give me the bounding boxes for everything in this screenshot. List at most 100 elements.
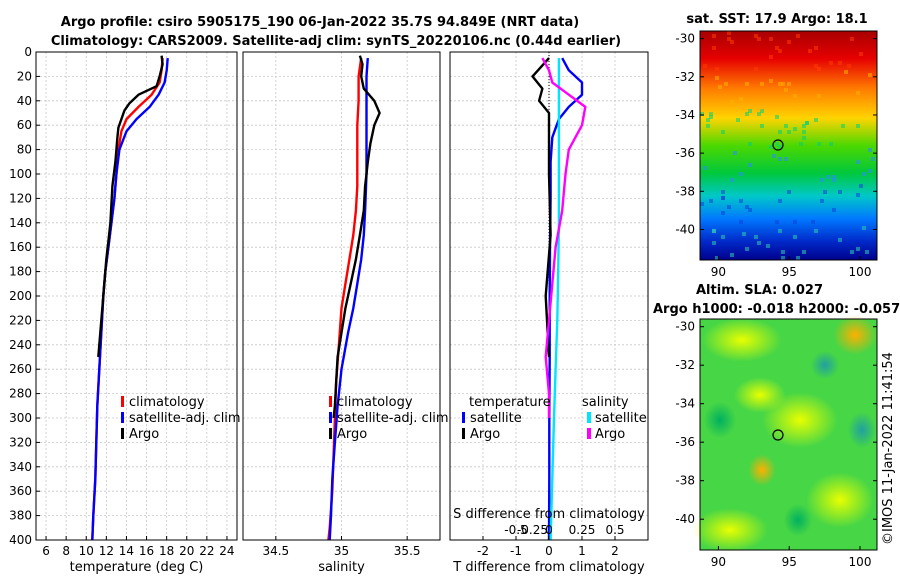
sla-high-anomaly [748, 454, 776, 486]
y-tick-label: 100 [9, 167, 32, 181]
legend-title-temperature: temperature [469, 395, 551, 410]
sst-pixel [814, 229, 818, 233]
sst-pixel [796, 34, 800, 38]
x-tick-label: 16 [139, 544, 154, 558]
sst-pixel [784, 88, 788, 92]
sla-high-anomaly [833, 315, 877, 355]
sst-pixel [778, 82, 782, 86]
sst-pixel [847, 64, 851, 68]
x-tick-label: 35.5 [394, 544, 421, 558]
sst-pixel [862, 226, 866, 230]
sst-pixel [856, 91, 860, 95]
y-tick-label: 40 [17, 94, 32, 108]
sst-pixel [802, 130, 806, 134]
sst-pixel [814, 46, 818, 50]
y-tick-label: 180 [9, 265, 32, 279]
y-tick-label: 300 [9, 411, 32, 425]
legend-swatch-climatology [121, 396, 124, 407]
sst-pixel [730, 253, 734, 257]
sst-pixel [739, 220, 743, 224]
argo-location-marker [772, 429, 784, 441]
legend-label-argo: Argo [129, 427, 159, 442]
sst-pixel [745, 205, 749, 209]
sst-pixel [730, 100, 734, 104]
sst-pixel [871, 157, 875, 161]
sst-map-axes: 90 95 100 -30 -32 -34 -36 -38 -40 [675, 32, 877, 279]
sst-pixel [826, 175, 830, 179]
map-y-tick-label: -32 [675, 358, 695, 372]
sst-pixel [730, 40, 734, 44]
sst-pixel [745, 247, 749, 251]
x-tick-label: 0 [545, 544, 553, 558]
legend-label-s-argo: Argo [595, 427, 625, 442]
y-tick-label: 140 [9, 216, 32, 230]
sst-pixel [748, 109, 752, 113]
sst-pixel [856, 247, 860, 251]
map-x-tick-label: 100 [849, 265, 872, 279]
sst-pixel [754, 34, 758, 38]
map-y-tick-label: -34 [675, 397, 695, 411]
sla-yellow-region [806, 472, 874, 528]
sst-pixel [814, 118, 818, 122]
sst-pixel [817, 142, 821, 146]
x-tick-label: 12 [99, 544, 114, 558]
sst-pixel [817, 67, 821, 71]
sst-pixel [754, 67, 758, 71]
sst-pixel [841, 124, 845, 128]
map-x-tick-label: 90 [711, 555, 726, 569]
map-x-tick-label: 90 [711, 265, 726, 279]
sst-pixel [787, 190, 791, 194]
map-x-tick-label: 100 [849, 555, 872, 569]
sst-field [700, 31, 877, 260]
sst-pixel [781, 250, 785, 254]
sst-pixel [838, 190, 842, 194]
sst-pixel [739, 199, 743, 203]
legend-title-salinity: salinity [582, 395, 629, 410]
sla-map-title-line1: Altim. SLA: 0.027 [696, 283, 823, 298]
sst-pixel [721, 211, 725, 215]
map-y-tick-label: -32 [675, 70, 695, 84]
sst-map: sat. SST: 17.9 Argo: 18.1 90 95 100 -30 -32 -… [675, 12, 878, 279]
legend-label-satellite: satellite-adj. clim [337, 411, 449, 426]
sst-pixel [820, 178, 824, 182]
sst-pixel [757, 106, 761, 110]
y-tick-label: 60 [17, 118, 32, 132]
s-difference-ticks: -0.5-0.250 0.25 0.5 [504, 523, 624, 537]
x-axis-label: temperature (deg C) [70, 560, 204, 575]
sst-pixel [742, 232, 746, 236]
x-tick-label: -2 [477, 544, 489, 558]
sst-pixel [730, 178, 734, 182]
sst-pixel [769, 37, 773, 41]
temperature-profile-panel: 6 8 10 12 14 16 18 20 22 24 temperature (deg C) 0 20… [9, 45, 238, 575]
series-line-t-satellite [547, 57, 584, 541]
sst-pixel [832, 175, 836, 179]
sst-pixel [850, 250, 854, 254]
sst-pixel [712, 34, 716, 38]
y-tick-label: 240 [9, 338, 32, 352]
sla-map-frame [699, 318, 878, 551]
x-tick-label: 10 [79, 544, 94, 558]
sst-pixel [859, 184, 863, 188]
map-y-tick-label: -36 [675, 435, 695, 449]
sst-pixel [844, 70, 848, 74]
sst-pixel [793, 127, 797, 131]
sst-pixel [787, 40, 791, 44]
y-tick-label: 80 [17, 143, 32, 157]
sst-pixel [778, 145, 782, 149]
legend-swatch-t-satellite [462, 412, 465, 423]
sst-pixel [850, 37, 854, 41]
legend-label-climatology: climatology [129, 395, 205, 410]
x-tick-label: 8 [62, 544, 70, 558]
sst-pixel [793, 220, 797, 224]
sst-pixel [802, 124, 806, 128]
legend-label-t-satellite: satellite [470, 411, 522, 426]
sst-pixel [748, 163, 752, 167]
sla-map-axes: 90 95 100 -30 -32 -34 -36 -38 -40 [675, 320, 877, 569]
sst-pixel [712, 46, 716, 50]
argo-location-marker [772, 139, 784, 151]
sst-pixel [724, 82, 728, 86]
sst-pixel [721, 190, 725, 194]
map-y-tick-label: -30 [675, 320, 695, 334]
sst-map-frame [699, 30, 878, 261]
